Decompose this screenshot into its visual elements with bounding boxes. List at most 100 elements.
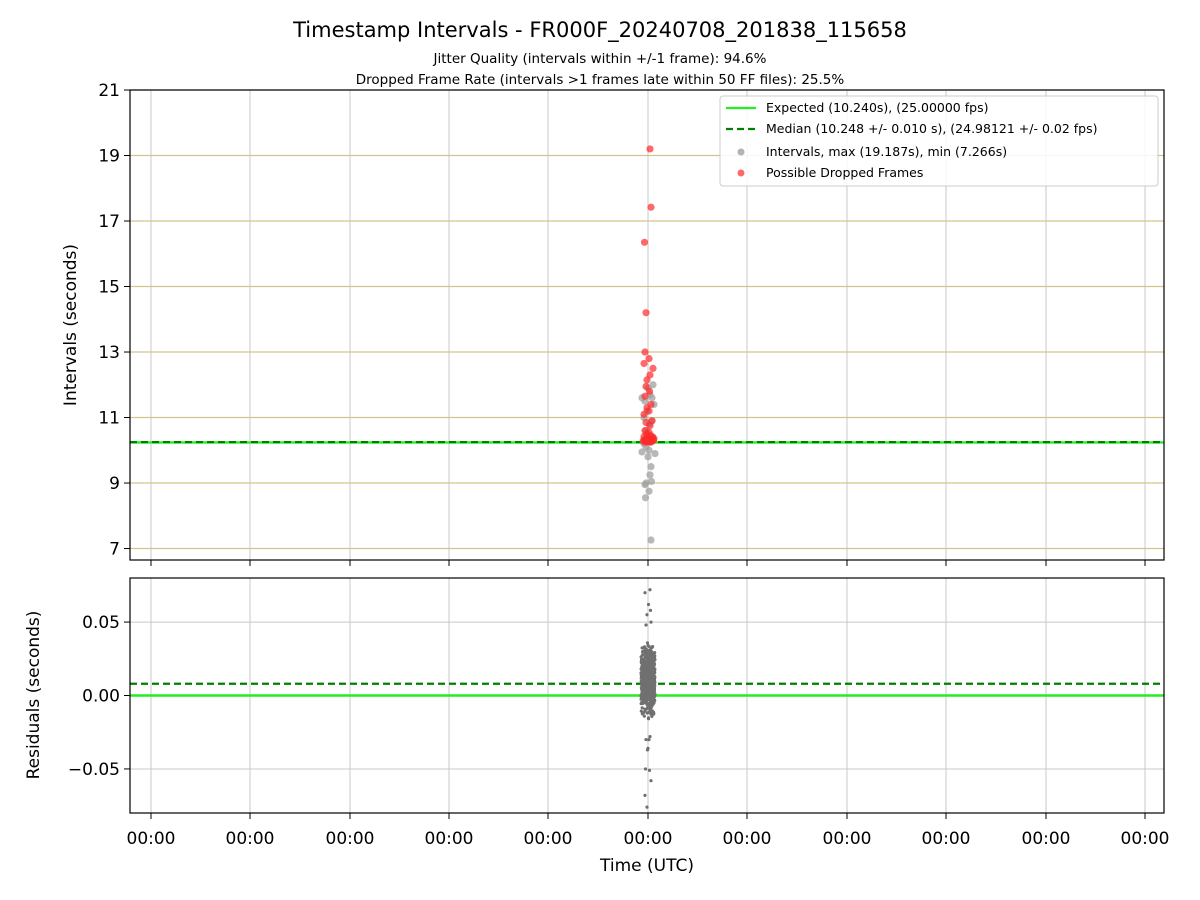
residual-point-587	[649, 706, 653, 710]
residual-outlier-1	[648, 588, 652, 592]
residual-point-546	[646, 677, 650, 682]
residual-point-601	[643, 677, 647, 681]
residual-point-604	[643, 685, 647, 689]
residual-outlier-2	[646, 602, 651, 607]
top-panel: 7 9 11 13 15 17 19 21 Intervals (seconds) Expec…	[61, 81, 1165, 566]
x-tick-label-8: 00:00	[922, 829, 971, 849]
dropped-point-41	[650, 435, 658, 443]
residual-point-565	[640, 697, 644, 701]
dropped-point-6	[640, 359, 648, 368]
x-tick-label-0: 00:00	[127, 829, 176, 849]
interval-point-17	[638, 448, 646, 456]
top-y-axis-label: Intervals (seconds)	[61, 244, 81, 406]
legend: Expected (10.240s), (25.00000 fps) Media…	[719, 95, 1159, 187]
interval-point-5	[645, 446, 653, 454]
residual-point-500	[646, 706, 650, 710]
top-ytick-label-0: 7	[109, 540, 120, 560]
residual-point-625	[640, 670, 644, 674]
residual-point-533	[641, 701, 645, 705]
bottom-ytick-label-1: 0.00	[82, 687, 120, 707]
residual-point-624	[644, 699, 648, 703]
interval-point-28	[649, 381, 657, 389]
dropped-point-12	[641, 392, 649, 400]
residual-point-603	[642, 665, 646, 669]
residual-outlier-10	[649, 779, 653, 783]
residual-outlier-6	[644, 623, 648, 627]
x-tick-label-4: 00:00	[524, 829, 573, 849]
dropped-point-7	[649, 364, 657, 372]
residual-outlier-7	[643, 767, 648, 771]
dropped-point-3	[642, 309, 650, 317]
residual-outlier-14	[647, 737, 651, 742]
legend-box	[719, 95, 1159, 187]
x-tick-label-2: 00:00	[326, 829, 375, 849]
legend-dropped-label: Possible Dropped Frames	[766, 165, 923, 180]
legend-expected-label: Expected (10.240s), (25.00000 fps)	[766, 100, 988, 115]
residual-outlier-13	[645, 748, 650, 752]
residual-point-639	[652, 687, 657, 691]
residual-point-641	[639, 658, 644, 662]
bottom-y-ticks: −0.05 0.00 0.05	[68, 613, 130, 780]
residual-point-638	[651, 691, 655, 695]
residual-point-628	[650, 664, 654, 669]
residual-point-617	[640, 675, 644, 679]
residual-point-645	[651, 698, 655, 703]
dropped-point-11	[645, 387, 654, 395]
residual-point-622	[651, 702, 655, 707]
x-tick-label-1: 00:00	[226, 829, 275, 849]
x-tick-label-5: 00:00	[624, 829, 673, 849]
x-tick-label-10: 00:00	[1121, 829, 1170, 849]
interval-point-25	[641, 494, 650, 502]
residual-outlier-15	[644, 737, 648, 742]
residual-point-591	[640, 685, 644, 689]
bottom-points	[639, 588, 657, 809]
x-tick-label-9: 00:00	[1022, 829, 1071, 849]
residual-point-287	[646, 717, 651, 721]
x-axis-label: Time (UTC)	[599, 856, 694, 876]
top-ytick-label-3: 13	[98, 343, 120, 363]
legend-median-label: Median (10.248 +/- 0.010 s), (24.98121 +…	[766, 121, 1097, 136]
residual-point-644	[640, 646, 644, 650]
residual-point-642	[644, 688, 648, 692]
residual-point-563	[650, 676, 654, 680]
x-tick-label-3: 00:00	[425, 829, 474, 849]
residual-point-393	[641, 711, 646, 715]
interval-point-21	[647, 477, 656, 485]
residual-point-167	[642, 714, 646, 718]
dropped-point-4	[641, 348, 649, 356]
top-ytick-label-7: 21	[98, 81, 120, 101]
residual-point-616	[653, 684, 657, 688]
residual-outlier-0	[643, 591, 647, 595]
residual-point-610	[650, 645, 654, 649]
residual-point-570	[645, 696, 649, 700]
residual-point-501	[652, 710, 656, 715]
top-x-ticks	[150, 560, 1146, 566]
residual-point-327	[652, 651, 657, 655]
residual-point-244	[639, 655, 643, 659]
residual-point-647	[643, 646, 647, 650]
residual-point-623	[641, 694, 645, 698]
dropped-point-16	[640, 410, 648, 418]
bottom-x-ticks: 00:00 00:00 00:00 00:00 00:00 00:00 00:00 00:00…	[127, 813, 1170, 849]
residual-point-263	[640, 706, 644, 710]
interval-point-23	[641, 481, 649, 489]
x-tick-label-7: 00:00	[823, 829, 872, 849]
residual-point-612	[650, 673, 654, 677]
legend-dropped-swatch	[737, 169, 745, 177]
top-axes-frame	[129, 89, 1165, 561]
residual-point-588	[645, 655, 649, 659]
top-ytick-label-5: 17	[98, 212, 120, 232]
residual-point-475	[645, 702, 649, 707]
residual-point-547	[640, 650, 645, 654]
residual-point-646	[646, 670, 650, 674]
bottom-panel: −0.050.000.05 00:00 00:00 00:00 00:00 00:00 0…	[24, 577, 1170, 876]
bottom-ytick-label-0: −0.05	[68, 760, 120, 780]
interval-point-18	[644, 453, 652, 461]
residual-point-648	[641, 681, 645, 685]
chart-subtitle-1: Jitter Quality (intervals within +/-1 fr…	[433, 51, 767, 67]
interval-point-19	[647, 463, 655, 471]
residual-point-626	[648, 680, 652, 685]
residual-point-637	[650, 662, 654, 666]
residual-point-636	[640, 690, 645, 694]
